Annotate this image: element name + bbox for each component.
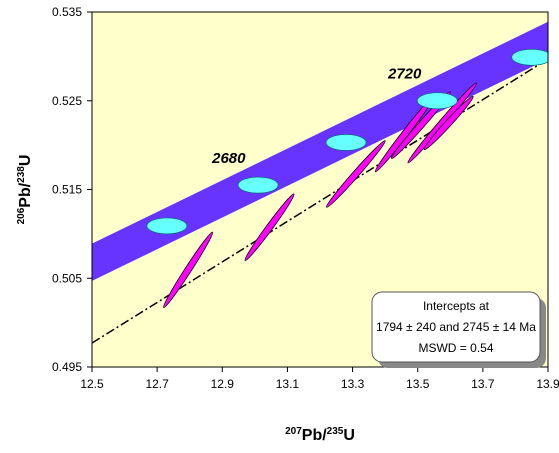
age-marker-2 (237, 176, 279, 194)
y-axis: 0.495 0.505 0.515 0.525 0.535 (52, 5, 92, 374)
x-tick-label: 13.9 (536, 377, 559, 391)
age-labels: 2680 2720 (211, 66, 422, 167)
error-ellipse-1 (163, 231, 214, 308)
x-tick-label: 12.9 (211, 377, 235, 391)
y-tick-label: 0.535 (52, 5, 82, 19)
error-ellipse-3 (326, 140, 386, 208)
age-marker-4 (416, 92, 458, 110)
age-marker-3 (325, 134, 367, 151)
y-tick-label: 0.515 (52, 183, 82, 197)
x-axis-label: 207Pb/235U (285, 426, 355, 444)
age-label-2720: 2720 (387, 66, 422, 83)
x-tick-label: 13.7 (471, 377, 495, 391)
intercepts-annotation-box: Intercepts at 1794 ± 240 and 2745 ± 14 M… (371, 291, 546, 368)
y-tick-label: 0.495 (52, 360, 82, 374)
x-tick-label: 13.5 (406, 377, 430, 391)
y-tick-label: 0.505 (52, 271, 82, 285)
y-tick-label: 0.525 (52, 94, 82, 108)
x-tick-label: 12.5 (80, 377, 104, 391)
y-axis-label: 206Pb/238U (16, 155, 34, 225)
plot-content (92, 21, 548, 344)
x-tick-label: 13.1 (276, 377, 300, 391)
age-marker-5 (511, 48, 548, 66)
age-label-2680: 2680 (211, 150, 246, 167)
age-marker-1 (146, 217, 188, 235)
x-tick-label: 13.3 (341, 377, 365, 391)
x-tick-label: 12.7 (145, 377, 169, 391)
annotation-line-1: Intercepts at (423, 299, 490, 313)
error-ellipse-7 (423, 95, 474, 151)
x-axis: 12.5 12.7 12.9 13.1 13.3 13.5 13.7 13.9 (80, 367, 559, 391)
concordia-band (92, 21, 548, 281)
concordia-age-markers (146, 48, 548, 235)
annotation-line-2: 1794 ± 240 and 2745 ± 14 Ma (376, 320, 536, 334)
error-ellipse-2 (244, 193, 295, 261)
annotation-line-3: MSWD = 0.54 (418, 341, 493, 355)
